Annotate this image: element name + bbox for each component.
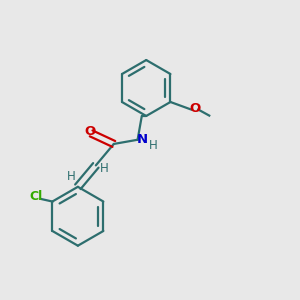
Text: O: O <box>84 125 95 138</box>
Text: H: H <box>67 170 76 183</box>
Text: H: H <box>148 139 157 152</box>
Text: N: N <box>137 133 148 146</box>
Text: O: O <box>190 102 201 115</box>
Text: Cl: Cl <box>29 190 42 203</box>
Text: H: H <box>100 162 109 176</box>
